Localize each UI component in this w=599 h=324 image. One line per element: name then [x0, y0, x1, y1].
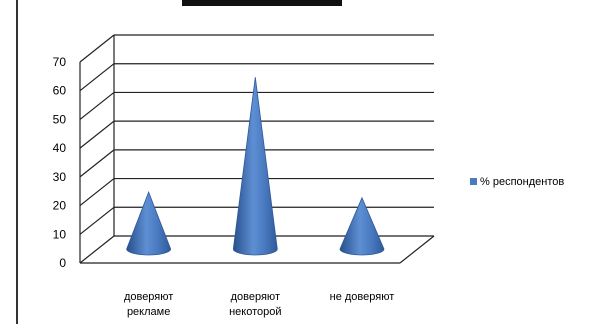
y-tick-label: 10: [53, 227, 67, 241]
cone-body: [126, 190, 172, 256]
legend-label: % респондентов: [480, 176, 564, 188]
gridline-side: [79, 91, 115, 120]
gridline-side: [79, 63, 115, 92]
legend: % респондентов: [470, 176, 564, 188]
y-tick-label: 30: [53, 170, 67, 184]
gridline-side: [79, 178, 115, 207]
gridline-side: [79, 120, 115, 149]
gridline-side: [79, 206, 115, 235]
title-fragment: [182, 0, 342, 6]
cone-bar: [232, 77, 278, 256]
floor-right-edge: [399, 235, 435, 264]
y-tick-label: 40: [53, 141, 67, 155]
cone-bar: [126, 190, 172, 256]
gridline-side: [79, 235, 115, 264]
cone-body: [339, 196, 385, 256]
grid-layer: [79, 34, 435, 264]
cone-body: [232, 77, 278, 256]
y-tick-label: 20: [53, 199, 67, 213]
legend-swatch: [470, 178, 477, 185]
y-axis: 0 10 20 30 40 50 60 70: [53, 55, 67, 270]
y-tick-label: 60: [53, 84, 67, 98]
y-tick-label: 50: [53, 112, 67, 126]
cone-bar: [339, 196, 385, 256]
gridline-side: [79, 34, 115, 63]
x-tick-label: доверяют некоторой: [229, 291, 281, 318]
marks-layer: [126, 77, 385, 256]
y-tick-label: 70: [53, 55, 67, 69]
y-tick-label: 0: [59, 256, 66, 270]
x-axis: доверяют рекламе доверяют некоторой не довер…: [124, 291, 394, 318]
x-tick-label: доверяют рекламе: [124, 291, 173, 318]
gridline-side: [79, 149, 115, 178]
x-tick-label: не доверяют: [330, 291, 395, 303]
